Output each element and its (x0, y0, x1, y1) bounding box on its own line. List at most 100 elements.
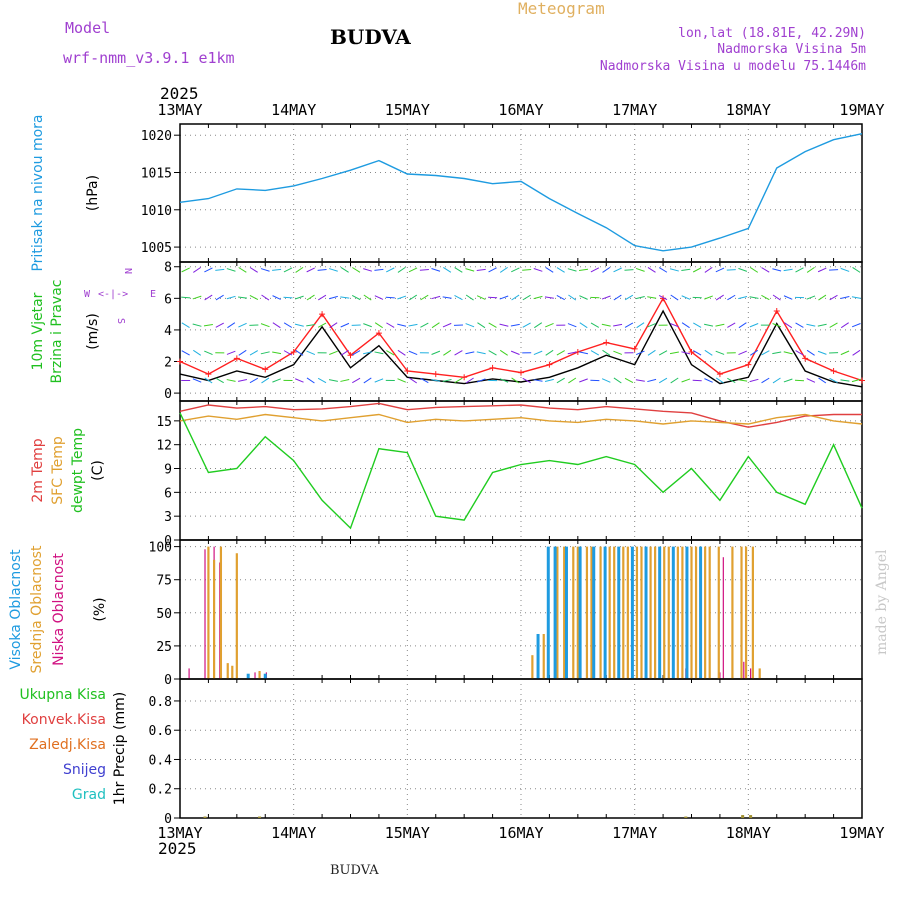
wind-arrow (328, 295, 338, 300)
model-name: wrf-nmm_v3.9.1 e1km (63, 49, 235, 67)
wind-arrow (465, 377, 474, 384)
wind-arrow (635, 267, 645, 272)
wind-arrow (226, 295, 236, 300)
wind-arrow (420, 294, 429, 301)
wind-arrow (783, 378, 793, 383)
y-axis-label: (%) (92, 597, 108, 621)
y-axis-label: (hPa) (85, 175, 101, 211)
y-tick-label: 0.8 (149, 695, 172, 710)
time-label-top: 17MAY (612, 101, 657, 119)
wind-arrow (761, 294, 770, 301)
wind-arrow (477, 322, 486, 329)
series-pressure-line (179, 133, 863, 252)
panel-wind: 0 2 4 6 8 10m Vjetar Brzina i Pravac (m/s) (30, 261, 865, 402)
wind-arrow (476, 378, 486, 383)
bar-mid (563, 546, 566, 679)
wind-arrow (556, 294, 565, 301)
wind-arrow (590, 267, 600, 273)
wind-arrow (363, 377, 372, 384)
wind-arrow (533, 350, 543, 355)
wind-arrow (226, 268, 236, 272)
wind-arrow (237, 296, 248, 299)
wind-arrow (306, 294, 315, 301)
wind-arrow (852, 349, 861, 356)
wind-arrow (738, 322, 747, 329)
elevation-label: Nadmorska Visina 5m (717, 42, 866, 57)
coords-label: lon,lat (18.81E, 42.29N) (678, 26, 866, 41)
wind-arrow (590, 350, 600, 356)
wind-arrow (272, 295, 281, 300)
bar-low (254, 672, 256, 679)
y-tick-label: 12 (156, 439, 172, 454)
wind-arrow (533, 267, 543, 272)
wind-arrow (681, 295, 691, 300)
wind-arrow (806, 378, 816, 383)
wind-arrow (317, 294, 327, 301)
wind-arrow (544, 378, 554, 383)
wind-arrow (283, 296, 293, 299)
wind-arrow (238, 267, 247, 273)
time-label-bottom: 17MAY (612, 824, 657, 842)
gust-marker (518, 369, 524, 376)
wind-arrow (829, 322, 838, 328)
wind-arrow (750, 349, 759, 356)
wind-arrow (443, 349, 452, 356)
wind-arrow (670, 377, 679, 384)
wind-arrow (647, 267, 656, 273)
y-axis-label: (C) (90, 460, 106, 481)
precip-legend: Ukupna Kisa Konvek.Kisa Zaledj.Kisa Snijeg G… (19, 687, 106, 803)
wind-arrow (204, 294, 213, 301)
wind-arrow (408, 267, 418, 273)
wind-arrow (692, 267, 702, 273)
wind-arrow (249, 350, 259, 356)
wind-arrow (681, 322, 690, 329)
y-tick-label: 0.4 (149, 753, 173, 768)
wind-arrow (817, 267, 827, 273)
wind-arrow (556, 377, 565, 384)
wind-arrow (613, 323, 623, 327)
bar-mid (599, 546, 602, 679)
wind-arrow (613, 267, 622, 273)
series-temperature-dewpt (179, 412, 863, 530)
wind-arrow (579, 322, 588, 329)
wind-arrow (488, 350, 497, 356)
gust-marker (489, 364, 496, 371)
y-tick-label: 0 (164, 673, 172, 688)
wind-arrow (851, 378, 861, 383)
wind-arrow (499, 266, 508, 273)
gust-marker (177, 358, 183, 365)
y-axis-label: (m/s) (85, 313, 101, 350)
bar-low (219, 562, 221, 679)
wind-arrow (726, 269, 736, 271)
wind-arrow (511, 294, 520, 301)
wind-arrow (499, 295, 509, 300)
time-label-bottom: 16MAY (498, 824, 543, 842)
gust-marker (233, 355, 240, 362)
gust-marker (205, 371, 212, 378)
wind-arrow (328, 379, 338, 382)
wind-arrow (579, 351, 589, 355)
bar-mid (585, 546, 589, 679)
panel-frame (179, 678, 863, 819)
gust-marker (603, 339, 610, 346)
wind-arrow (272, 268, 282, 271)
precip-series-label: Ukupna Kisa (19, 687, 106, 703)
time-label-top: 15MAY (385, 101, 430, 119)
wind-arrow (568, 294, 577, 301)
bar-mid (572, 546, 575, 679)
wind-compass: W E N S <-|-> (84, 268, 156, 324)
wind-arrow (409, 377, 418, 384)
precip-series-label: Konvek.Kisa (22, 712, 106, 728)
wind-arrow (261, 377, 270, 384)
wind-arrow (260, 323, 270, 328)
time-label-bottom: 15MAY (385, 824, 430, 842)
wind-arrow (488, 322, 497, 328)
gust-marker (461, 374, 468, 381)
wind-arrow (784, 322, 793, 329)
wind-arrow (272, 378, 281, 383)
panel-temperature: 0 3 6 9 12 15 2m Temp SFC Temp dewpt Temp (C) (30, 400, 863, 549)
wind-arrow (829, 294, 838, 301)
wind-arrow (772, 377, 781, 384)
wind-arrow (454, 267, 463, 273)
